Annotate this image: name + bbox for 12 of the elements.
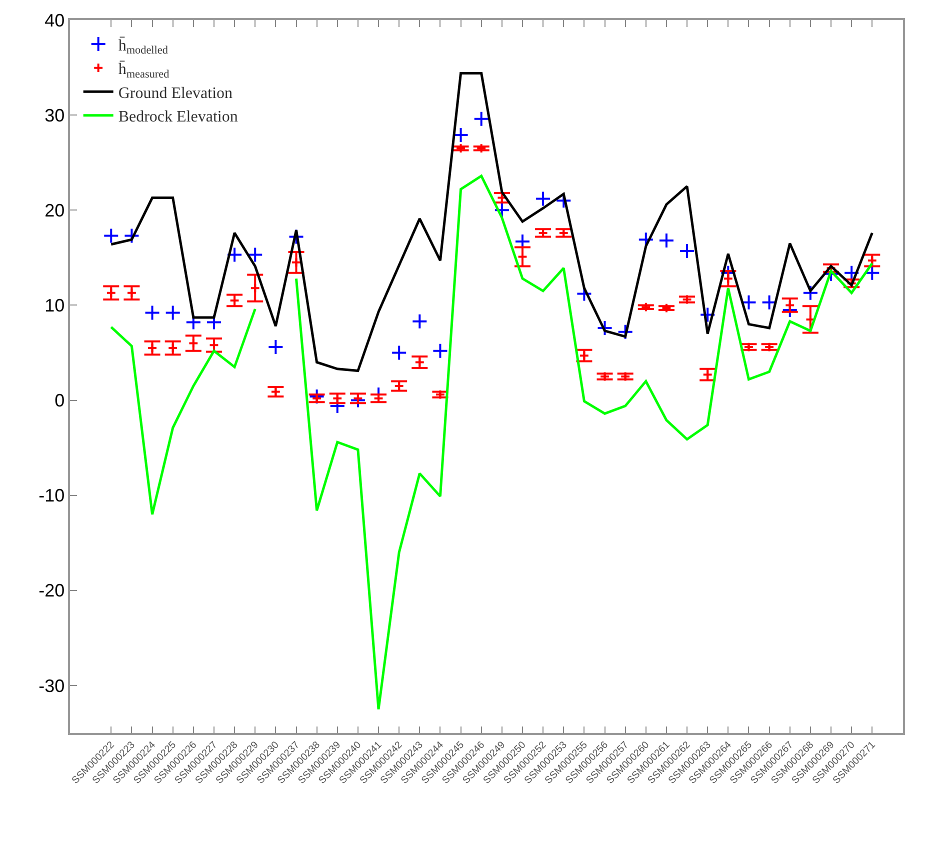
y-tick-label: 40 (44, 10, 65, 30)
legend-label: h̄$_{modelled}$ (118, 36, 168, 57)
y-tick-label: -20 (38, 580, 65, 601)
y-tick-label: 10 (44, 296, 65, 316)
legend-label: h̄$_{measured}$ (118, 60, 170, 80)
y-tick-label: 0 (54, 390, 65, 411)
y-tick-label: 20 (44, 200, 65, 220)
legend-label: Bedrock Elevation (118, 108, 238, 126)
y-tick-label: 30 (44, 105, 65, 126)
y-tick-label: -30 (38, 676, 65, 696)
y-tick-label: -10 (38, 486, 65, 506)
legend-label: Ground Elevation (118, 84, 233, 102)
